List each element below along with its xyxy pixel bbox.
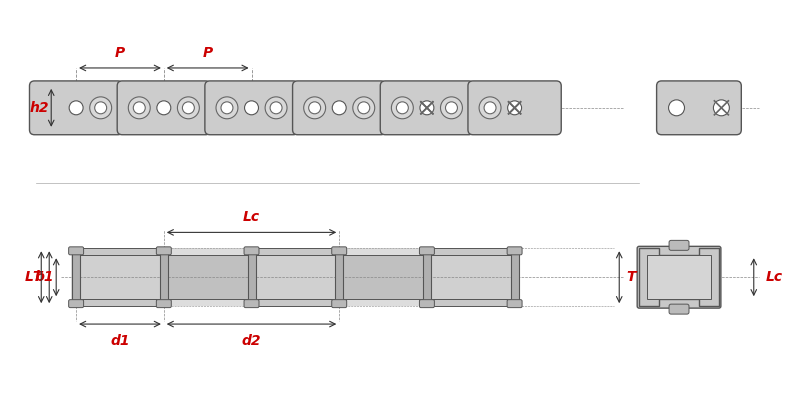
FancyBboxPatch shape — [250, 89, 340, 127]
FancyBboxPatch shape — [507, 247, 522, 255]
Circle shape — [484, 102, 496, 114]
Circle shape — [221, 102, 233, 114]
Bar — [427, 255, 514, 299]
Bar — [647, 255, 711, 299]
Circle shape — [358, 102, 370, 114]
FancyBboxPatch shape — [657, 81, 742, 135]
FancyBboxPatch shape — [419, 247, 434, 255]
Bar — [72, 248, 80, 306]
FancyBboxPatch shape — [380, 81, 474, 135]
Polygon shape — [639, 248, 719, 306]
Circle shape — [508, 101, 522, 115]
Bar — [427, 248, 514, 255]
Text: P: P — [115, 46, 125, 60]
FancyBboxPatch shape — [30, 81, 122, 135]
FancyBboxPatch shape — [69, 247, 84, 255]
FancyBboxPatch shape — [244, 247, 259, 255]
FancyBboxPatch shape — [669, 240, 689, 250]
Circle shape — [309, 102, 321, 114]
FancyBboxPatch shape — [338, 89, 428, 127]
FancyBboxPatch shape — [426, 89, 515, 127]
FancyBboxPatch shape — [163, 89, 252, 127]
FancyBboxPatch shape — [669, 304, 689, 314]
FancyBboxPatch shape — [156, 247, 171, 255]
Circle shape — [270, 102, 282, 114]
Circle shape — [391, 97, 414, 119]
Bar — [427, 299, 514, 306]
Text: h2: h2 — [30, 101, 49, 115]
Bar — [247, 248, 255, 306]
Circle shape — [265, 97, 287, 119]
Circle shape — [245, 101, 258, 115]
FancyBboxPatch shape — [156, 300, 171, 308]
Text: Lc: Lc — [243, 210, 260, 224]
Circle shape — [441, 97, 462, 119]
FancyBboxPatch shape — [507, 300, 522, 308]
Circle shape — [420, 101, 434, 115]
Circle shape — [128, 97, 150, 119]
FancyBboxPatch shape — [332, 300, 346, 308]
Bar — [76, 255, 164, 299]
Bar — [510, 248, 518, 306]
Circle shape — [90, 97, 112, 119]
FancyBboxPatch shape — [293, 81, 386, 135]
Circle shape — [304, 97, 326, 119]
Circle shape — [396, 102, 408, 114]
FancyBboxPatch shape — [637, 246, 721, 308]
Circle shape — [216, 97, 238, 119]
Circle shape — [353, 97, 374, 119]
Bar — [251, 248, 339, 255]
Circle shape — [714, 100, 730, 116]
FancyBboxPatch shape — [332, 247, 346, 255]
Bar — [164, 255, 251, 299]
Circle shape — [332, 101, 346, 115]
Circle shape — [178, 97, 199, 119]
FancyBboxPatch shape — [205, 81, 298, 135]
FancyBboxPatch shape — [75, 89, 165, 127]
Text: d1: d1 — [110, 334, 130, 348]
Bar — [76, 248, 164, 255]
Bar — [335, 248, 343, 306]
Circle shape — [134, 102, 146, 114]
Text: b1: b1 — [34, 270, 54, 284]
Text: T: T — [33, 270, 42, 284]
Circle shape — [182, 102, 194, 114]
Circle shape — [157, 101, 170, 115]
Text: d2: d2 — [242, 334, 262, 348]
FancyBboxPatch shape — [69, 300, 84, 308]
Circle shape — [69, 101, 83, 115]
Text: T: T — [626, 270, 636, 284]
FancyBboxPatch shape — [117, 81, 210, 135]
Text: L: L — [25, 270, 34, 284]
Text: P: P — [202, 46, 213, 60]
Bar — [251, 299, 339, 306]
Bar — [423, 248, 431, 306]
Circle shape — [479, 97, 501, 119]
Circle shape — [94, 102, 106, 114]
Circle shape — [446, 102, 458, 114]
Bar — [76, 299, 164, 306]
FancyBboxPatch shape — [419, 300, 434, 308]
Bar — [71, 248, 519, 306]
Circle shape — [669, 100, 685, 116]
FancyBboxPatch shape — [468, 81, 562, 135]
Bar — [251, 255, 339, 299]
FancyBboxPatch shape — [244, 300, 259, 308]
Text: Lc: Lc — [766, 270, 783, 284]
Bar — [160, 248, 168, 306]
Bar — [339, 255, 427, 299]
